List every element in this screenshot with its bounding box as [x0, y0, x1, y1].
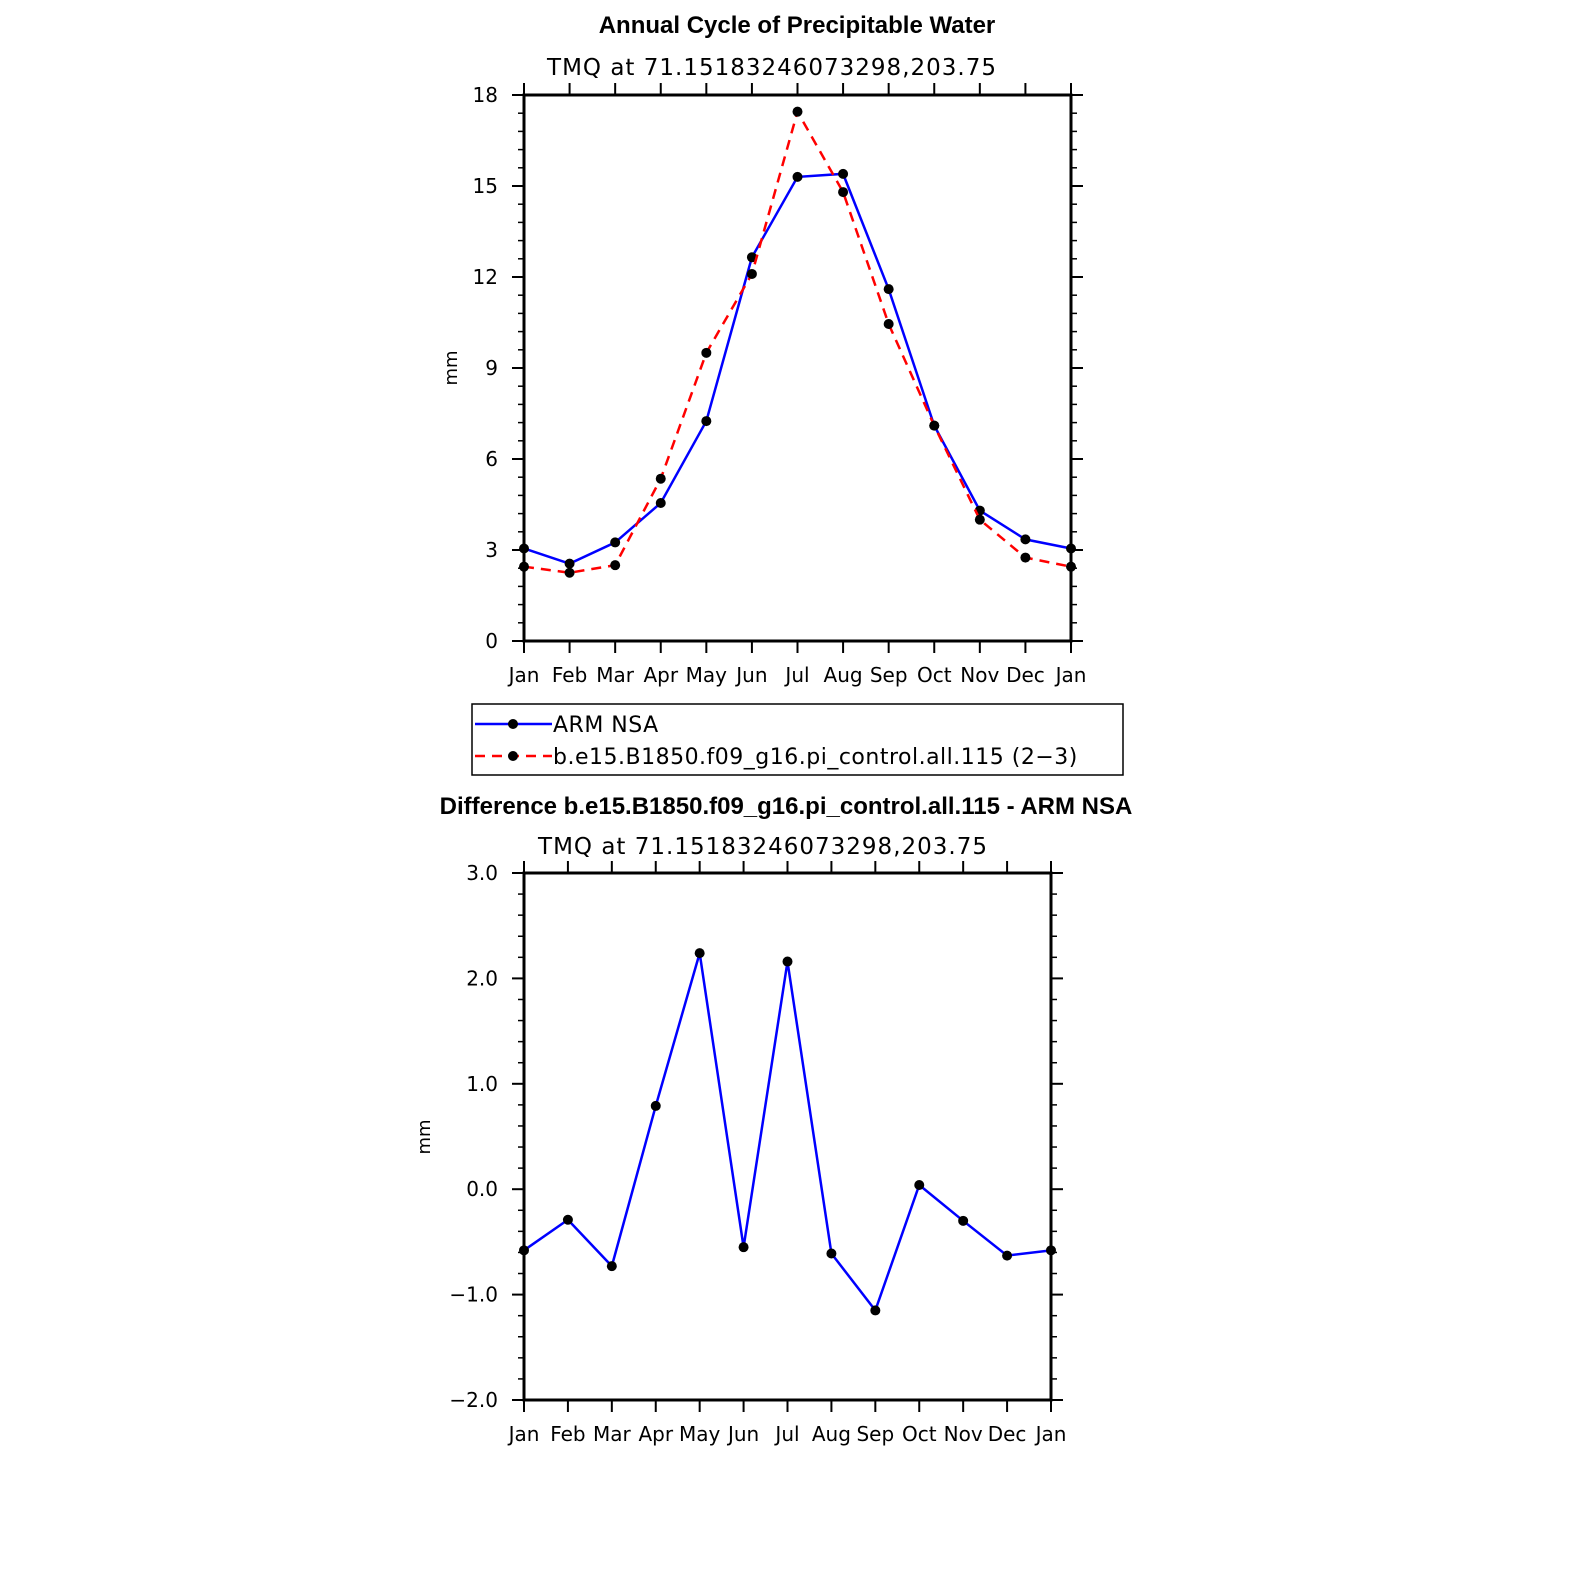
chart1-x-tick-label: May [686, 663, 728, 687]
chart1-data-point [564, 558, 575, 569]
chart1-data-point [838, 187, 849, 198]
legend-label-arm-nsa: ARM NSA [553, 713, 659, 738]
chart2-data-point [562, 1214, 573, 1225]
legend-marker-arm-nsa [508, 719, 518, 729]
chart2-x-tick-label: Jan [507, 1422, 540, 1446]
chart1-x-tick-label: Apr [643, 663, 678, 687]
chart1-data-point [610, 537, 621, 548]
chart1-data-point [610, 560, 621, 571]
chart2-data-point [958, 1215, 969, 1226]
chart1-data-point [1020, 552, 1031, 563]
chart2-x-tick-label: Mar [593, 1422, 632, 1446]
chart2-x-tick-label: Nov [944, 1422, 983, 1446]
chart2-y-tick-label: 2.0 [466, 966, 498, 990]
chart2-data-point [914, 1179, 925, 1190]
chart1-data-point [701, 416, 712, 427]
chart2-y-tick-label: 3.0 [466, 861, 498, 885]
chart2-x-tick-label: Sep [856, 1422, 894, 1446]
chart2-data-point [650, 1100, 661, 1111]
chart2-y-tick-label: 0.0 [466, 1177, 498, 1201]
chart1-y-axis-label: mm [441, 350, 462, 385]
chart1-x-tick-label: Dec [1006, 663, 1045, 687]
chart2-x-tick-label: Dec [988, 1422, 1027, 1446]
chart1-data-point [792, 171, 803, 182]
chart2-data-point [1002, 1250, 1013, 1261]
chart1-data-point [1020, 534, 1031, 545]
chart2-y-tick-label: −2.0 [449, 1388, 498, 1412]
chart1-x-tick-label: Jul [783, 663, 809, 687]
chart1-x-tick-label: Mar [596, 663, 635, 687]
chart2-data-point [694, 948, 705, 959]
chart1-data-point [929, 420, 940, 431]
chart1-x-tick-label: Jun [734, 663, 767, 687]
chart2-data-point [782, 956, 793, 967]
chart2-x-tick-label: Aug [812, 1422, 851, 1446]
chart1-data-point [701, 347, 712, 358]
annual-cycle-chart: Annual Cycle of Precipitable Water TMQ a… [441, 12, 1124, 776]
chart1-x-tick-label: Oct [917, 663, 952, 687]
chart1-data-point [838, 168, 849, 179]
legend-label-model: b.e15.B1850.f09_g16.pi_control.all.115 (… [553, 745, 1078, 770]
chart1-x-tick-label: Sep [870, 663, 908, 687]
chart2-plot-frame [522, 871, 1053, 1402]
chart2-x-tick-label: Oct [902, 1422, 937, 1446]
chart2-title: Difference b.e15.B1850.f09_g16.pi_contro… [440, 793, 1133, 820]
chart1-y-tick-label: 12 [473, 265, 498, 289]
difference-chart: Difference b.e15.B1850.f09_g16.pi_contro… [414, 793, 1132, 1446]
chart2-data-point [826, 1248, 837, 1259]
chart1-series-line-0 [523, 172, 1072, 565]
legend-marker-model [508, 751, 518, 761]
chart2-data-point [738, 1242, 749, 1253]
chart1-data-point [974, 514, 985, 525]
chart1-subtitle: TMQ at 71.15183246073298,203.75 [546, 55, 997, 81]
chart1-legend: ARM NSA b.e15.B1850.f09_g16.pi_control.a… [471, 703, 1124, 776]
chart1-x-tick-label: Jan [1054, 663, 1087, 687]
chart2-y-tick-label: 1.0 [466, 1072, 498, 1096]
chart1-data-point [655, 473, 666, 484]
chart1-data-point [564, 567, 575, 578]
chart2-data-point [870, 1305, 881, 1316]
chart2-x-tick-label: Apr [638, 1422, 673, 1446]
chart2-subtitle: TMQ at 71.15183246073298,203.75 [537, 834, 988, 860]
chart2-y-tick-label: −1.0 [449, 1283, 498, 1307]
chart1-title: Annual Cycle of Precipitable Water [599, 12, 996, 39]
chart1-data-point [883, 284, 894, 295]
legend-box [471, 703, 1124, 776]
chart1-y-tick-label: 6 [485, 447, 498, 471]
chart2-y-axis-label: mm [414, 1119, 435, 1154]
chart1-x-tick-label: Feb [552, 663, 587, 687]
chart1-y-tick-label: 0 [485, 629, 498, 653]
chart1-data-point [792, 106, 803, 117]
chart2-data-point [606, 1261, 617, 1272]
chart1-y-tick-label: 18 [473, 83, 498, 107]
chart1-data-point [746, 268, 757, 279]
chart1-y-tick-label: 9 [485, 356, 498, 380]
chart1-data-point [746, 252, 757, 263]
chart2-x-tick-label: Jun [726, 1422, 759, 1446]
chart1-x-tick-label: Nov [960, 663, 999, 687]
chart1-x-tick-label: Jan [507, 663, 540, 687]
chart2-x-tick-label: Feb [550, 1422, 585, 1446]
chart1-data-point [883, 319, 894, 330]
chart1-y-tick-label: 15 [473, 174, 498, 198]
chart1-x-tick-label: Aug [824, 663, 863, 687]
chart1-data-point [655, 497, 666, 508]
chart1-y-tick-label: 3 [485, 538, 498, 562]
chart2-x-tick-label: Jan [1034, 1422, 1067, 1446]
chart1-plot-frame [522, 93, 1073, 643]
chart2-x-tick-label: Jul [773, 1422, 799, 1446]
chart2-series-line-0 [523, 952, 1052, 1313]
chart2-x-tick-label: May [679, 1422, 721, 1446]
